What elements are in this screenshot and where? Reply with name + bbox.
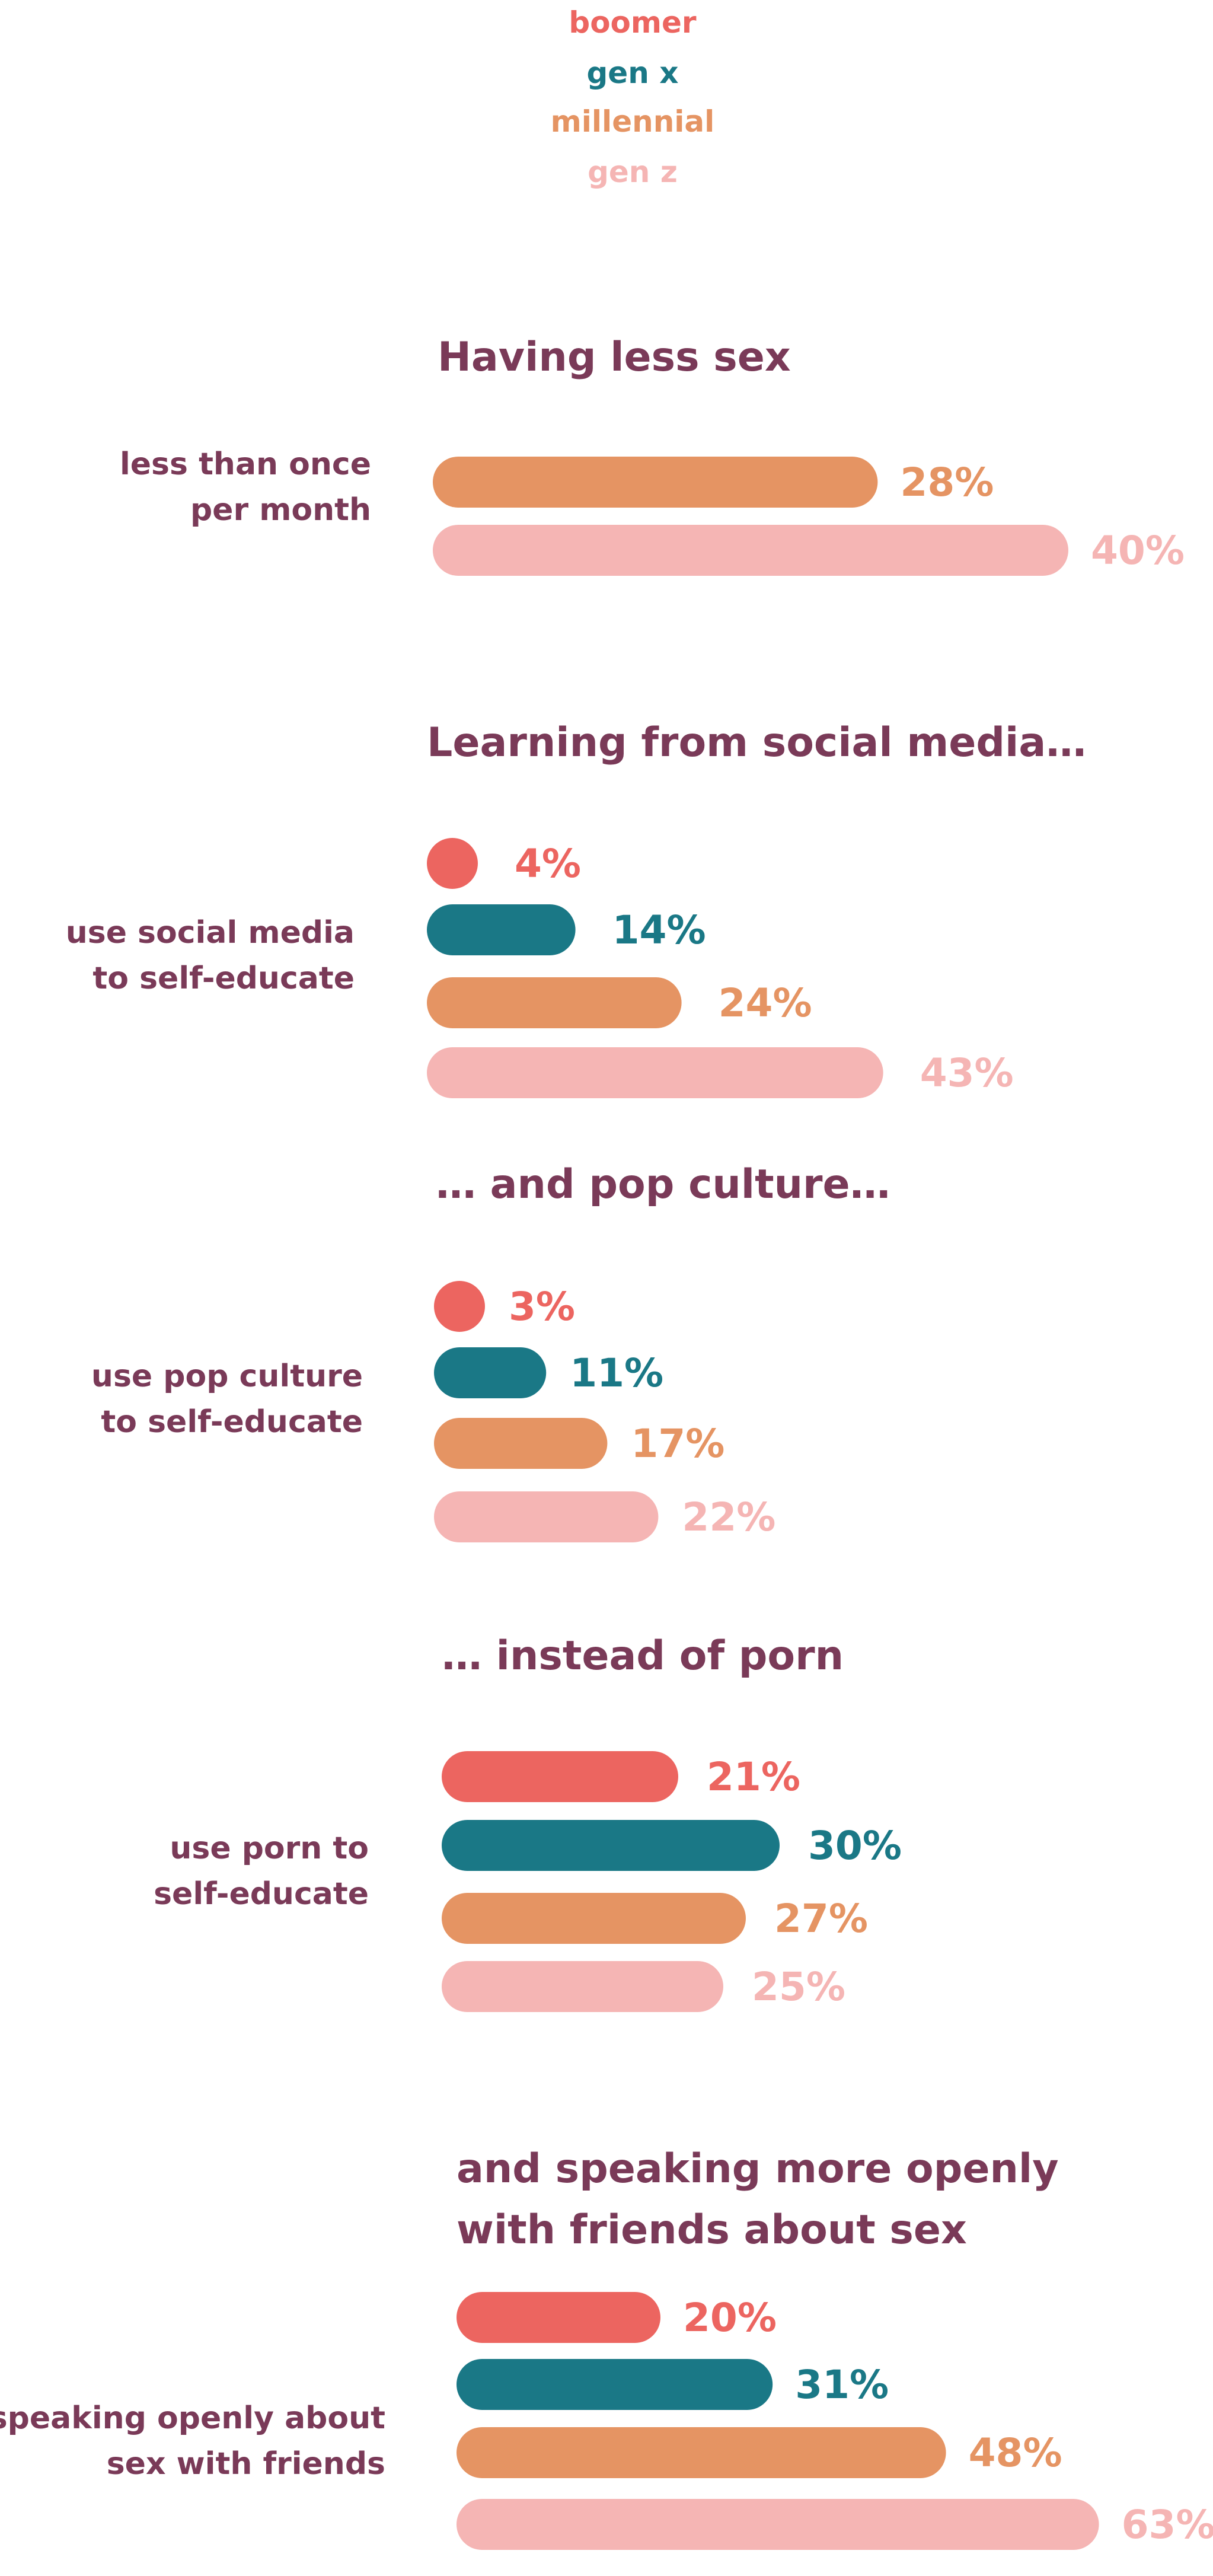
value-label: 27% — [774, 1896, 868, 1941]
value-label: 63% — [1122, 2502, 1213, 2548]
value-label: 22% — [682, 1494, 775, 1540]
bar-gen-x — [427, 904, 576, 955]
value-label: 31% — [795, 2362, 889, 2408]
bar-millennial — [457, 2427, 946, 2478]
category-label: sex with friends — [107, 2446, 385, 2482]
value-label: 17% — [631, 1421, 724, 1466]
category-label: speaking openly about — [0, 2400, 385, 2436]
legend-item: gen x — [587, 56, 679, 90]
chart-section: and speaking more openly with friends abo… — [0, 2145, 1213, 2550]
bar-gen-z — [427, 1047, 883, 1098]
bar-boomer — [427, 838, 478, 889]
legend-item: boomer — [569, 5, 697, 40]
bar-gen-z — [442, 1961, 723, 2012]
bar-millennial — [442, 1893, 746, 1944]
value-label: 14% — [612, 907, 706, 953]
category-label: per month — [190, 492, 371, 528]
value-label: 28% — [900, 460, 994, 505]
chart-section: Having less sex less than once per month 28… — [120, 334, 1185, 576]
bar-boomer — [457, 2292, 660, 2343]
category-label: to self-educate — [92, 961, 355, 996]
category-label: use porn to — [170, 1831, 369, 1866]
category-label: to self-educate — [101, 1404, 363, 1440]
legend-item: gen z — [588, 155, 678, 189]
value-label: 11% — [570, 1350, 663, 1396]
value-label: 48% — [969, 2430, 1062, 2476]
value-label: 4% — [515, 841, 581, 887]
section-title: Having less sex — [438, 334, 791, 381]
bar-gen-z — [457, 2499, 1099, 2550]
value-label: 30% — [808, 1823, 902, 1869]
legend: boomer gen x millennial gen z — [551, 5, 715, 189]
bar-boomer — [434, 1281, 485, 1332]
section-title: Learning from social media… — [427, 719, 1086, 766]
category-label: less than once — [120, 447, 371, 482]
section-title: … and pop culture… — [436, 1161, 890, 1208]
section-title: … instead of porn — [442, 1633, 844, 1679]
category-label: use social media — [66, 915, 355, 951]
category-label: use pop culture — [91, 1359, 363, 1394]
value-label: 20% — [683, 2295, 777, 2341]
bar-millennial — [434, 1418, 608, 1469]
bar-gen-x — [457, 2359, 773, 2410]
bar-gen-x — [442, 1820, 780, 1871]
bar-gen-x — [434, 1347, 547, 1398]
value-label: 43% — [920, 1050, 1014, 1096]
value-label: 25% — [752, 1964, 845, 2010]
legend-item: millennial — [551, 104, 715, 139]
bar-gen-z — [434, 1491, 659, 1542]
category-label: self-educate — [154, 1876, 369, 1912]
bar-boomer — [442, 1751, 678, 1802]
bar-gen-z — [433, 525, 1068, 576]
value-label: 24% — [719, 980, 812, 1026]
section-title: with friends about sex — [457, 2207, 967, 2253]
value-label: 21% — [707, 1754, 800, 1800]
chart-section: … and pop culture… use pop culture to self… — [91, 1161, 890, 1542]
bar-millennial — [433, 457, 878, 508]
chart-section: … instead of porn use porn to self-educate… — [154, 1633, 902, 2012]
value-label: 3% — [509, 1284, 575, 1330]
chart-section: Learning from social media… use social me… — [66, 719, 1086, 1098]
section-title: and speaking more openly — [457, 2145, 1059, 2192]
bar-millennial — [427, 977, 682, 1028]
value-label: 40% — [1091, 528, 1185, 573]
